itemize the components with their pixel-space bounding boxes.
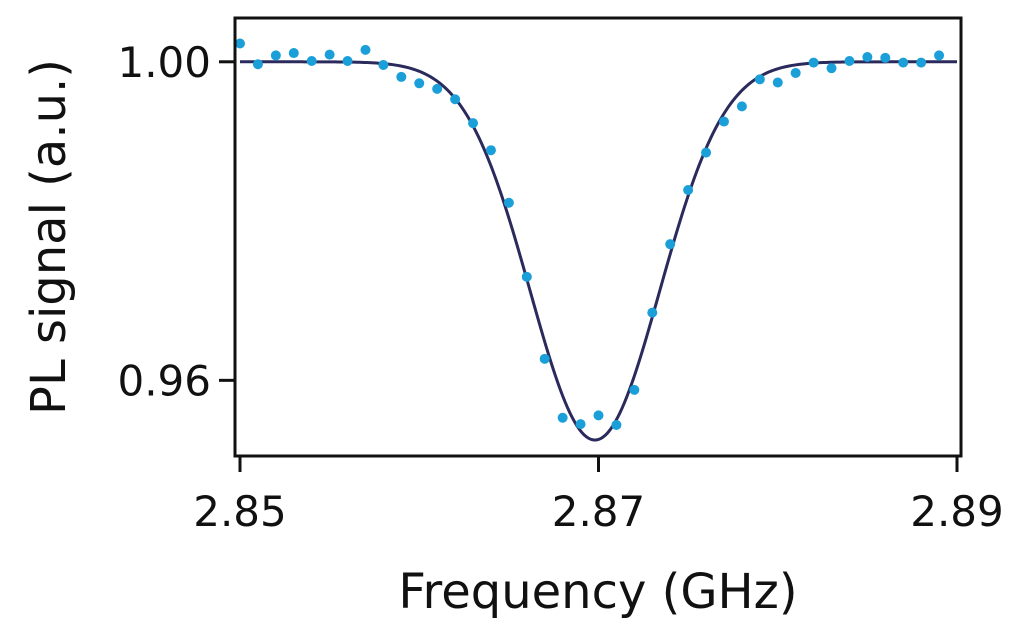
data-point xyxy=(503,197,514,208)
fit-curve xyxy=(240,60,957,442)
data-point xyxy=(808,57,819,68)
data-point xyxy=(665,239,676,250)
data-point xyxy=(288,48,299,59)
data-point xyxy=(701,147,712,158)
data-point xyxy=(683,185,694,196)
data-point xyxy=(880,52,891,63)
data-points-layer xyxy=(235,38,945,430)
data-point xyxy=(450,94,461,105)
data-point xyxy=(468,118,479,129)
data-point xyxy=(718,116,729,127)
data-point xyxy=(593,410,604,421)
data-point xyxy=(629,384,640,395)
fit-curve-layer xyxy=(240,60,957,442)
data-point xyxy=(521,271,532,282)
data-point xyxy=(736,101,747,112)
data-point xyxy=(647,307,658,318)
data-point xyxy=(557,412,568,423)
data-point xyxy=(844,56,855,66)
data-point xyxy=(575,419,586,430)
data-point xyxy=(270,50,281,61)
y-axis-title: PL signal (a.u.) xyxy=(21,59,77,415)
data-point xyxy=(306,56,317,66)
data-point xyxy=(485,145,496,156)
data-point xyxy=(934,50,945,61)
y-tick-label: 0.96 xyxy=(117,356,211,405)
data-point xyxy=(360,44,371,55)
data-point xyxy=(378,59,389,70)
data-point xyxy=(826,63,837,74)
x-tick-label: 2.85 xyxy=(193,487,287,536)
x-axis-title: Frequency (GHz) xyxy=(398,564,797,620)
data-point xyxy=(342,56,353,66)
data-point xyxy=(862,52,873,63)
data-point xyxy=(414,78,425,89)
y-tick-label: 1.00 xyxy=(117,38,211,87)
x-tick-label: 2.89 xyxy=(910,487,1004,536)
data-point xyxy=(754,74,765,85)
data-point xyxy=(790,67,801,78)
data-point xyxy=(396,71,407,82)
data-point xyxy=(772,77,783,88)
data-point xyxy=(611,419,622,430)
plot-frame xyxy=(233,16,963,458)
data-point xyxy=(898,57,909,68)
data-point xyxy=(539,353,550,364)
data-point xyxy=(235,38,245,49)
data-point xyxy=(324,49,335,60)
ticks-layer: 2.85 2.87 2.89 0.96 1.00 xyxy=(117,38,1003,536)
x-tick-label: 2.87 xyxy=(552,487,646,536)
data-point xyxy=(432,83,443,94)
data-point xyxy=(916,57,927,68)
data-point xyxy=(252,59,263,70)
